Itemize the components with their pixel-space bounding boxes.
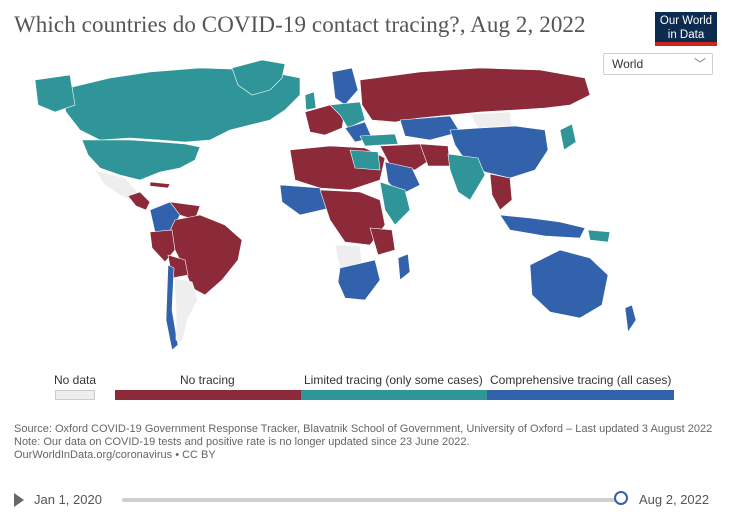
country-alaska (34, 74, 76, 113)
country-egypt (349, 149, 381, 171)
chart-footer: Source: Oxford COVID-19 Government Respo… (14, 423, 714, 462)
owid-logo[interactable]: Our World in Data (655, 12, 717, 46)
color-legend: No data No tracing Limited tracing (only… (0, 370, 729, 410)
country-new-zealand (624, 304, 637, 333)
country-turkey (359, 133, 399, 147)
country-se-asia (489, 173, 513, 211)
logo-line-2: in Data (667, 29, 705, 41)
region-select[interactable]: World ﹀ (603, 53, 713, 75)
country-central-america (127, 191, 151, 211)
world-map[interactable] (0, 50, 729, 362)
country-madagascar (397, 253, 411, 281)
logo-line-1: Our World (659, 15, 713, 27)
country-cuba (149, 181, 171, 189)
legend-bar-no-tracing (115, 390, 301, 400)
data-note: Note: Our data on COVID-19 tests and pos… (14, 436, 470, 448)
country-east-africa (379, 181, 411, 226)
country-southern-africa (337, 259, 381, 301)
timeline: Jan 1, 2020 Aug 2, 2022 (0, 488, 729, 512)
country-kazakhstan (399, 115, 461, 141)
legend-label-no-data: No data (54, 373, 97, 387)
country-papua-new-guinea (587, 229, 611, 243)
chevron-down-icon: ﹀ (693, 57, 706, 71)
country-usa (81, 139, 201, 181)
owid-link[interactable]: OurWorldInData.org/coronavirus • CC BY (14, 449, 216, 461)
country-argentina (173, 277, 199, 343)
country-australia (529, 249, 609, 319)
country-scandinavia (331, 67, 359, 106)
country-chile (165, 264, 179, 351)
country-greenland (231, 59, 286, 96)
country-india (447, 153, 486, 201)
country-central-europe (329, 101, 366, 129)
country-indonesia (499, 214, 586, 239)
chart-title: Which countries do COVID-19 contact trac… (14, 12, 586, 37)
legend-bar-comprehensive (487, 390, 674, 400)
timeline-start-label: Jan 1, 2020 (34, 492, 102, 507)
country-uk (304, 91, 317, 111)
legend-bar-limited (301, 390, 487, 400)
region-select-value: World (612, 57, 644, 71)
legend-label-limited: Limited tracing (only some cases) (304, 373, 483, 387)
country-west-africa (279, 184, 331, 216)
country-tanzania (369, 227, 396, 256)
country-japan (559, 123, 577, 151)
timeline-track[interactable] (122, 498, 622, 502)
legend-swatch-no-data (55, 390, 95, 400)
country-mexico (94, 169, 139, 201)
timeline-handle[interactable] (614, 491, 628, 505)
source-note: Source: Oxford COVID-19 Government Respo… (14, 423, 713, 435)
country-mongolia (469, 111, 513, 129)
legend-label-comprehensive: Comprehensive tracing (all cases) (490, 373, 672, 387)
legend-label-no-tracing: No tracing (180, 373, 235, 387)
timeline-end-label: Aug 2, 2022 (639, 492, 710, 507)
country-russia (359, 67, 591, 123)
play-icon[interactable] (14, 493, 24, 507)
